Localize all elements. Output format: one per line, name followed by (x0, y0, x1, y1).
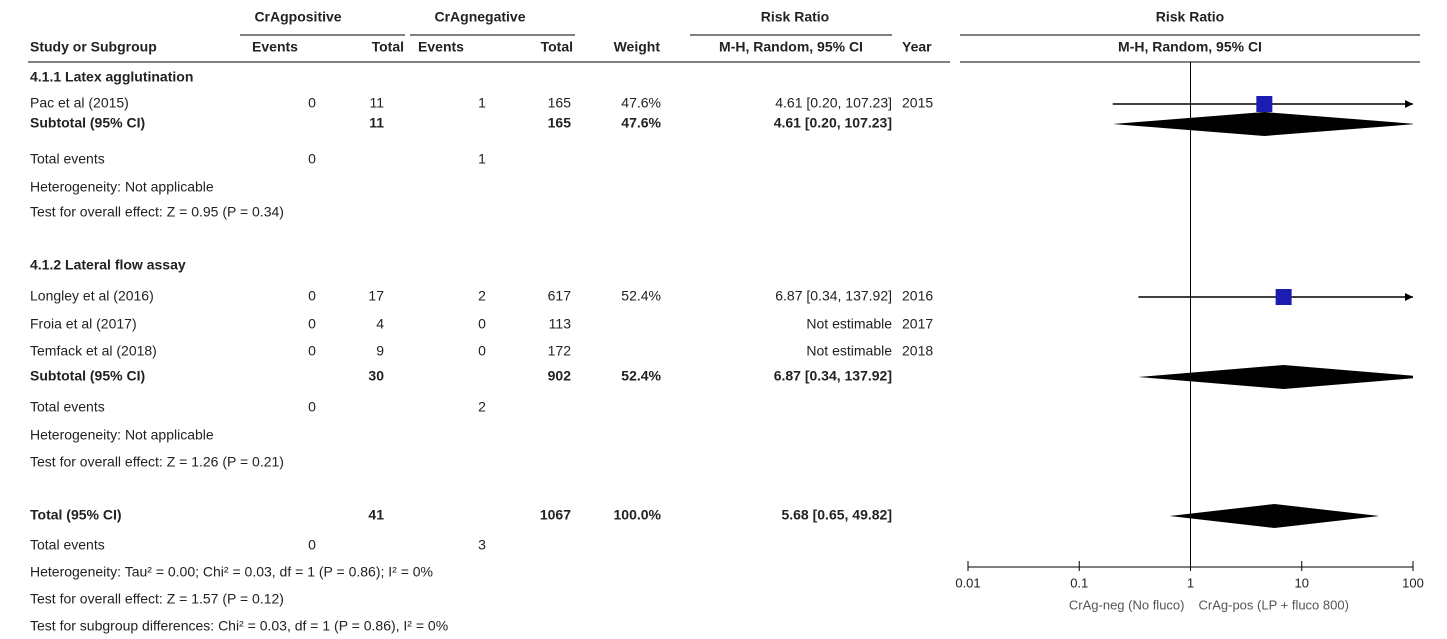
cell: 0 (478, 316, 486, 332)
column-header: Events (418, 39, 464, 55)
cell: Not estimable (806, 316, 892, 332)
column-header: Weight (614, 39, 661, 55)
cell: 4.1.1 Latex agglutination (30, 69, 193, 85)
ci-arrow (1405, 293, 1413, 301)
column-header: Events (252, 39, 298, 55)
cell: 0 (308, 316, 316, 332)
cell: 172 (548, 343, 572, 359)
cell: 17 (368, 288, 384, 304)
cell: Longley et al (2016) (30, 288, 154, 304)
x-tick-label: 1 (1187, 575, 1194, 590)
cell: 47.6% (621, 115, 661, 131)
plot-method: M-H, Random, 95% CI (1118, 39, 1262, 55)
cell: 52.4% (621, 368, 661, 384)
cell: Total (95% CI) (30, 507, 122, 523)
cell: 11 (369, 115, 384, 131)
cell: 0 (308, 151, 316, 167)
cell: 165 (548, 115, 572, 131)
rr-header: Risk Ratio (761, 9, 829, 25)
estimate-square (1256, 96, 1273, 112)
cell: Heterogeneity: Not applicable (30, 179, 214, 195)
estimate-diamond (1138, 365, 1413, 389)
cell: 5.68 [0.65, 49.82] (781, 507, 892, 523)
x-tick-label: 100 (1402, 575, 1424, 590)
cell: 6.87 [0.34, 137.92] (775, 288, 892, 304)
cell: Temfack et al (2018) (30, 343, 157, 359)
cell: 4.1.2 Lateral flow assay (30, 257, 186, 273)
x-tick-label: 10 (1295, 575, 1309, 590)
column-header: Total (372, 39, 404, 55)
group-header: CrAgnegative (434, 9, 525, 25)
cell: 902 (548, 368, 572, 384)
plot-area (1112, 112, 1413, 528)
estimate-diamond (1112, 112, 1413, 136)
column-header: Total (541, 39, 573, 55)
cell: 0 (308, 537, 316, 553)
cell: 1 (478, 95, 486, 111)
cell: Subtotal (95% CI) (30, 368, 145, 384)
cell: Heterogeneity: Not applicable (30, 427, 214, 443)
cell: 4.61 [0.20, 107.23] (775, 95, 892, 111)
cell: Test for subgroup differences: Chi² = 0.… (30, 618, 448, 634)
cell: 2017 (902, 316, 933, 332)
cell: 2015 (902, 95, 933, 111)
cell: 2016 (902, 288, 933, 304)
cell: Not estimable (806, 343, 892, 359)
group-header: CrAgpositive (254, 9, 341, 25)
cell: 4.61 [0.20, 107.23] (774, 115, 892, 131)
cell: Subtotal (95% CI) (30, 115, 145, 131)
cell: 0 (478, 343, 486, 359)
cell: 0 (308, 288, 316, 304)
cell: Heterogeneity: Tau² = 0.00; Chi² = 0.03,… (30, 564, 433, 580)
cell: 0 (308, 343, 316, 359)
column-header: M-H, Random, 95% CI (719, 39, 863, 55)
cell: 165 (548, 95, 572, 111)
cell: 52.4% (621, 288, 661, 304)
cell: 2018 (902, 343, 933, 359)
cell: Test for overall effect: Z = 0.95 (P = 0… (30, 204, 284, 220)
cell: Total events (30, 537, 105, 553)
estimate-diamond (1169, 504, 1380, 528)
cell: 2 (478, 288, 486, 304)
ci-arrow (1405, 100, 1413, 108)
cell: 4 (376, 316, 384, 332)
cell: Test for overall effect: Z = 1.57 (P = 0… (30, 591, 284, 607)
cell: Total events (30, 399, 105, 415)
cell: 1067 (540, 507, 571, 523)
column-header: Study or Subgroup (30, 39, 157, 55)
cell: Pac et al (2015) (30, 95, 129, 111)
x-label: CrAg-neg (No fluco) (1069, 597, 1185, 612)
x-tick-label: 0.1 (1070, 575, 1088, 590)
cell: Total events (30, 151, 105, 167)
cell: 30 (368, 368, 384, 384)
cell: 2 (478, 399, 486, 415)
plot-header: Risk Ratio (1156, 9, 1224, 25)
cell: 1 (478, 151, 486, 167)
cell: Test for overall effect: Z = 1.26 (P = 0… (30, 454, 284, 470)
cell: 617 (548, 288, 572, 304)
cell: 113 (549, 316, 572, 332)
x-label: CrAg-pos (LP + fluco 800) (1199, 597, 1349, 612)
cell: 6.87 [0.34, 137.92] (774, 368, 892, 384)
cell: 0 (308, 95, 316, 111)
column-header: Year (902, 39, 932, 55)
cell: Froia et al (2017) (30, 316, 137, 332)
cell: 3 (478, 537, 486, 553)
cell: 9 (376, 343, 384, 359)
cell: 47.6% (621, 95, 661, 111)
x-tick-label: 0.01 (955, 575, 980, 590)
cell: 41 (368, 507, 384, 523)
cell: 100.0% (614, 507, 662, 523)
cell: 0 (308, 399, 316, 415)
cell: 11 (369, 95, 384, 111)
estimate-square (1275, 289, 1292, 305)
